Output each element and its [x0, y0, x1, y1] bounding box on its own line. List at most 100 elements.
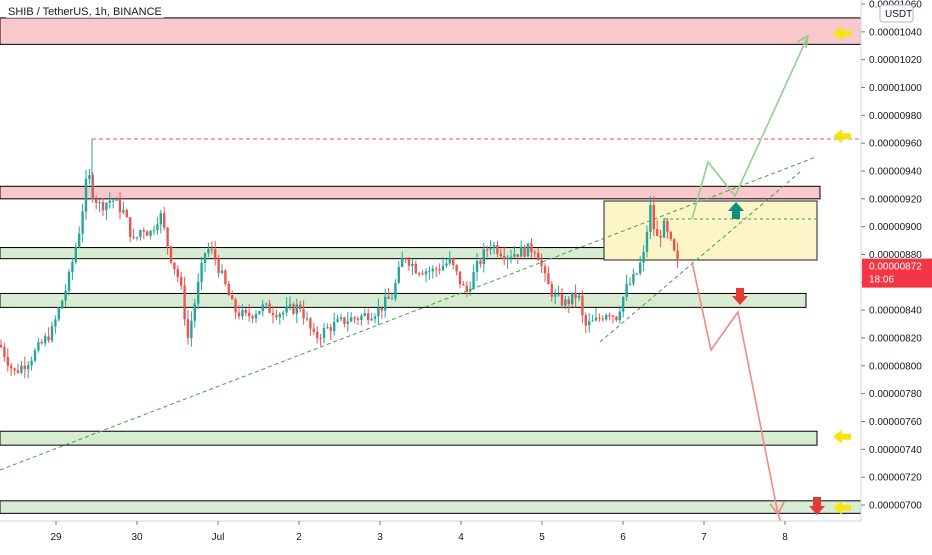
candle-body — [479, 260, 482, 264]
candle-body — [645, 231, 649, 252]
candle-body — [33, 350, 37, 361]
candle-body — [129, 217, 132, 237]
countdown-timer: 18:06 — [869, 275, 894, 286]
candles-layer — [0, 138, 679, 379]
rising-trendline — [0, 156, 817, 471]
candle-body — [115, 199, 118, 201]
candle-body — [61, 300, 64, 309]
candle-body — [367, 313, 370, 321]
candle-body — [271, 312, 275, 316]
time-tick-label: 4 — [458, 532, 464, 543]
candle-body — [360, 315, 363, 320]
candle-body — [16, 370, 20, 373]
candle-body — [628, 283, 632, 285]
candle-body — [207, 248, 210, 254]
candle-body — [421, 273, 424, 275]
candle-body — [40, 342, 43, 344]
candle-body — [234, 299, 237, 313]
resistance-zone — [0, 185, 821, 200]
candle-body — [503, 256, 506, 260]
candle-body — [540, 260, 543, 267]
candle-body — [299, 304, 302, 310]
time-tick-label: 2 — [296, 532, 302, 543]
candle-body — [244, 309, 247, 313]
candle-body — [401, 258, 404, 267]
bullish-projection-path — [691, 35, 809, 220]
candle-body — [353, 317, 356, 319]
candle-body — [23, 365, 26, 370]
candle-body — [649, 204, 652, 232]
candle-body — [404, 258, 407, 260]
candle-body — [533, 252, 536, 254]
candle-body — [598, 317, 601, 319]
candle-body — [149, 230, 152, 236]
candle-body — [377, 307, 380, 317]
candle-body — [350, 317, 353, 322]
candle-body — [326, 327, 329, 329]
candle-body — [469, 288, 472, 292]
candle-body — [601, 318, 604, 320]
candle-body — [656, 229, 659, 236]
candle-body — [91, 175, 94, 200]
channel-trendline — [599, 171, 801, 343]
support-zone — [0, 292, 807, 308]
candle-body — [530, 243, 533, 253]
time-tick-label: 30 — [131, 532, 143, 543]
candle-body — [190, 320, 193, 339]
candle-body — [414, 263, 417, 274]
candle-body — [516, 254, 519, 257]
candle-body — [64, 290, 67, 301]
candle-body — [441, 265, 445, 271]
candle-body — [431, 268, 434, 272]
candle-body — [20, 365, 23, 373]
candle-body — [608, 315, 611, 317]
candle-body — [492, 245, 496, 248]
candle-body — [560, 294, 564, 306]
candle-body — [639, 262, 642, 274]
candle-body — [319, 337, 322, 339]
candle-body — [220, 270, 224, 273]
candle-body — [458, 271, 462, 285]
price-axis[interactable]: 0.000010600.000010400.000010200.00001000… — [860, 0, 932, 550]
candle-body — [625, 284, 628, 297]
last-price-value: 0.00000872 — [869, 262, 922, 273]
candle-body — [591, 320, 594, 322]
candle-body — [125, 210, 128, 218]
candle-body — [557, 294, 560, 296]
candle-body — [397, 266, 400, 283]
candle-body — [30, 360, 33, 366]
time-tick-label: Jul — [212, 532, 225, 543]
candle-body — [163, 213, 166, 228]
candle-body — [135, 237, 139, 239]
candle-body — [506, 257, 509, 260]
candle-body — [6, 356, 9, 366]
candle-body — [662, 220, 666, 238]
candle-body — [139, 230, 142, 238]
candle-body — [112, 200, 115, 202]
candle-body — [659, 235, 662, 238]
candle-body — [537, 252, 540, 261]
candle-body — [428, 271, 431, 273]
arrow-down-icon — [732, 288, 748, 305]
candle-body — [265, 303, 268, 305]
arrow-up-icon — [728, 202, 744, 219]
price-tick-label: 0.00000700 — [869, 501, 922, 512]
price-tick-label: 0.00000940 — [869, 167, 922, 178]
candle-body — [482, 249, 485, 264]
candle-body — [509, 256, 513, 258]
last-price-label — [862, 258, 932, 288]
candle-body — [472, 271, 475, 289]
candle-body — [523, 246, 526, 257]
candle-body — [292, 304, 295, 314]
candle-body — [3, 347, 6, 357]
candle-body — [343, 317, 346, 324]
time-axis[interactable]: 29 30 Jul 2 3 4 5 6 7 8 — [0, 520, 861, 550]
price-tick-label: 0.00000980 — [869, 111, 922, 122]
candle-body — [146, 231, 149, 236]
candle-body — [10, 365, 13, 369]
candle-body — [673, 239, 676, 251]
candle-body — [496, 245, 499, 254]
candle-body — [13, 368, 16, 371]
